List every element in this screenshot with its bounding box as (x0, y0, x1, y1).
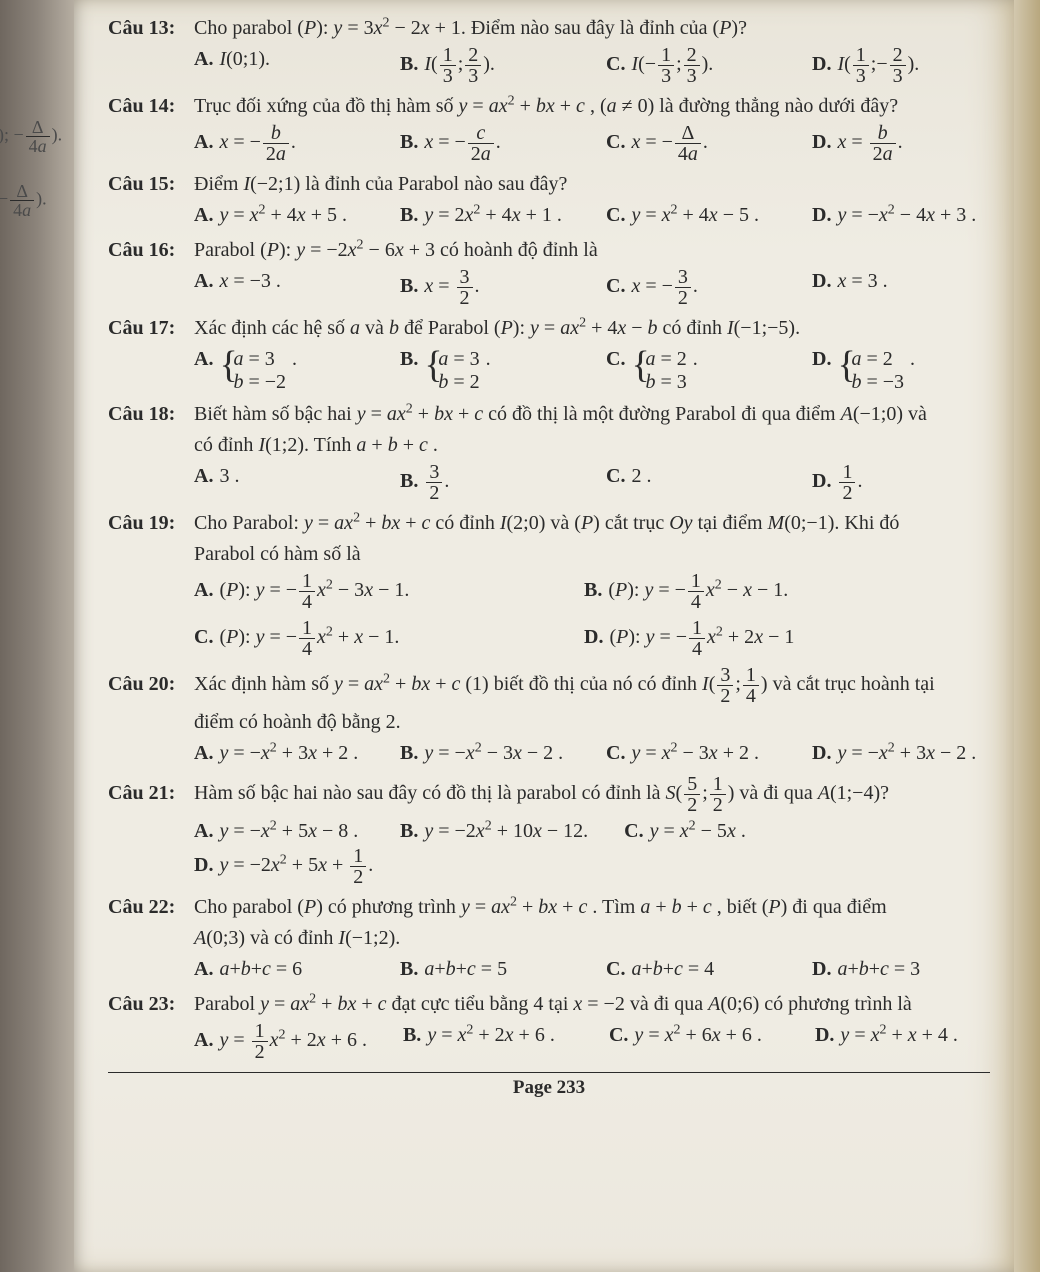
q13-label: Câu 13: (108, 14, 184, 43)
q22-opt-c: C. a+b+c = 4 (606, 955, 776, 984)
q19-opt-a: A. (P): y = −14x2 − 3x − 1. (194, 571, 524, 612)
q23-opt-b: B. y = x2 + 2x + 6 . (403, 1021, 573, 1062)
q22-text2: A(0;3) và có đỉnh I(−1;2). (108, 924, 990, 953)
q21-label: Câu 21: (108, 779, 184, 808)
q18-label: Câu 18: (108, 400, 184, 429)
q18-text: Biết hàm số bậc hai y = ax2 + bx + c có … (194, 400, 927, 429)
q15-opt-b: B. y = 2x2 + 4x + 1 . (400, 201, 570, 230)
q18-text2: có đỉnh I(1;2). Tính a + b + c . (108, 431, 990, 460)
q14-text: Trục đối xứng của đồ thị hàm số y = ax2 … (194, 92, 898, 121)
q17-opt-b: B. a = 3b = 2. (400, 345, 570, 394)
q20-text: Xác định hàm số y = ax2 + bx + c (1) biế… (194, 665, 935, 706)
question-21: Câu 21: Hàm số bậc hai nào sau đây có đồ… (108, 774, 990, 887)
q23-text: Parabol y = ax2 + bx + c đạt cực tiểu bằ… (194, 990, 912, 1019)
q19-opt-b: B. (P): y = −14x2 − x − 1. (584, 571, 914, 612)
q18-opt-d: D. 12. (812, 462, 982, 503)
q21-options: A. y = −x2 + 5x − 8 . B. y = −2x2 + 10x … (108, 817, 990, 887)
q23-options: A. y = 12x2 + 2x + 6 . B. y = x2 + 2x + … (108, 1021, 990, 1062)
q22-label: Câu 22: (108, 893, 184, 922)
question-22: Câu 22: Cho parabol (P) có phương trình … (108, 893, 990, 984)
page-number: Page 233 (108, 1072, 990, 1099)
q16-options: A. x = −3 . B. x = 32. C. x = −32. D. x … (108, 267, 990, 308)
q13-text: Cho parabol (P): y = 3x2 − 2x + 1. Điểm … (194, 14, 747, 43)
question-14: Câu 14: Trục đối xứng của đồ thị hàm số … (108, 92, 990, 164)
q14-opt-a: A. x = −b2a. (194, 123, 364, 164)
q13-opt-b: B. I(13;23). (400, 45, 570, 86)
q20-opt-d: D. y = −x2 + 3x − 2 . (812, 739, 982, 768)
q15-opt-d: D. y = −x2 − 4x + 3 . (812, 201, 982, 230)
q22-opt-a: A. a+b+c = 6 (194, 955, 364, 984)
margin-note-2: −Δ4a). (0, 182, 70, 219)
q13-options: A. I(0;1). B. I(13;23). C. I(−13;23). D.… (108, 45, 990, 86)
q19-text: Cho Parabol: y = ax2 + bx + c có đỉnh I(… (194, 509, 899, 538)
q16-opt-b: B. x = 32. (400, 267, 570, 308)
q15-label: Câu 15: (108, 170, 184, 199)
q21-opt-a: A. y = −x2 + 5x − 8 . (194, 817, 364, 846)
q20-opt-b: B. y = −x2 − 3x − 2 . (400, 739, 570, 768)
q14-opt-d: D. x = b2a. (812, 123, 982, 164)
q20-text2: điểm có hoành độ bằng 2. (108, 708, 990, 737)
q20-options: A. y = −x2 + 3x + 2 . B. y = −x2 − 3x − … (108, 739, 990, 768)
q16-opt-a: A. x = −3 . (194, 267, 364, 308)
q14-options: A. x = −b2a. B. x = −c2a. C. x = −Δ4a. D… (108, 123, 990, 164)
q16-label: Câu 16: (108, 236, 184, 265)
q23-opt-d: D. y = x2 + x + 4 . (815, 1021, 985, 1062)
q17-options: A. a = 3b = −2. B. a = 3b = 2. C. a = 2b… (108, 345, 990, 394)
q22-opt-d: D. a+b+c = 3 (812, 955, 982, 984)
q18-opt-b: B. 32. (400, 462, 570, 503)
q19-opt-c: C. (P): y = −14x2 + x − 1. (194, 618, 524, 659)
question-20: Câu 20: Xác định hàm số y = ax2 + bx + c… (108, 665, 990, 768)
q18-options: A. 3 . B. 32. C. 2 . D. 12. (108, 462, 990, 503)
q23-opt-c: C. y = x2 + 6x + 6 . (609, 1021, 779, 1062)
q13-opt-c: C. I(−13;23). (606, 45, 776, 86)
q20-opt-c: C. y = x2 − 3x + 2 . (606, 739, 776, 768)
q15-text: Điểm I(−2;1) là đỉnh của Parabol nào sau… (194, 170, 567, 199)
q18-opt-c: C. 2 . (606, 462, 776, 503)
q15-opt-c: C. y = x2 + 4x − 5 . (606, 201, 776, 230)
q22-opt-b: B. a+b+c = 5 (400, 955, 570, 984)
q20-label: Câu 20: (108, 670, 184, 699)
q21-opt-b: B. y = −2x2 + 10x − 12. (400, 817, 588, 846)
q19-opt-d: D. (P): y = −14x2 + 2x − 1 (584, 618, 914, 659)
margin-note-1: ); −Δ4a). (0, 118, 70, 155)
q21-opt-d: D. y = −2x2 + 5x + 12. (194, 846, 373, 887)
q16-opt-c: C. x = −32. (606, 267, 776, 308)
q14-label: Câu 14: (108, 92, 184, 121)
q21-text: Hàm số bậc hai nào sau đây có đồ thị là … (194, 774, 889, 815)
q21-opt-c: C. y = x2 − 5x . (624, 817, 794, 846)
q14-opt-c: C. x = −Δ4a. (606, 123, 776, 164)
page-body: Câu 13: Cho parabol (P): y = 3x2 − 2x + … (74, 0, 1014, 1272)
q19-text2: Parabol có hàm số là (108, 540, 990, 569)
q15-options: A. y = x2 + 4x + 5 . B. y = 2x2 + 4x + 1… (108, 201, 990, 230)
q22-text: Cho parabol (P) có phương trình y = ax2 … (194, 893, 887, 922)
q19-label: Câu 19: (108, 509, 184, 538)
q16-text: Parabol (P): y = −2x2 − 6x + 3 có hoành … (194, 236, 598, 265)
q16-opt-d: D. x = 3 . (812, 267, 982, 308)
q17-label: Câu 17: (108, 314, 184, 343)
q17-text: Xác định các hệ số a và b để Parabol (P)… (194, 314, 800, 343)
q14-opt-b: B. x = −c2a. (400, 123, 570, 164)
question-19: Câu 19: Cho Parabol: y = ax2 + bx + c có… (108, 509, 990, 659)
q17-opt-d: D. a = 2b = −3. (812, 345, 982, 394)
q13-opt-d: D. I(13;−23). (812, 45, 982, 86)
question-13: Câu 13: Cho parabol (P): y = 3x2 − 2x + … (108, 14, 990, 86)
q17-opt-c: C. a = 2b = 3. (606, 345, 776, 394)
question-23: Câu 23: Parabol y = ax2 + bx + c đạt cực… (108, 990, 990, 1062)
q15-opt-a: A. y = x2 + 4x + 5 . (194, 201, 364, 230)
exam-page-scan: ); −Δ4a). −Δ4a). Câu 13: Cho parabol (P)… (0, 0, 1040, 1272)
question-17: Câu 17: Xác định các hệ số a và b để Par… (108, 314, 990, 394)
q17-opt-a: A. a = 3b = −2. (194, 345, 364, 394)
q23-opt-a: A. y = 12x2 + 2x + 6 . (194, 1021, 367, 1062)
q20-opt-a: A. y = −x2 + 3x + 2 . (194, 739, 364, 768)
q19-options: A. (P): y = −14x2 − 3x − 1. B. (P): y = … (108, 571, 990, 659)
q23-label: Câu 23: (108, 990, 184, 1019)
q22-options: A. a+b+c = 6 B. a+b+c = 5 C. a+b+c = 4 D… (108, 955, 990, 984)
question-15: Câu 15: Điểm I(−2;1) là đỉnh của Parabol… (108, 170, 990, 230)
question-16: Câu 16: Parabol (P): y = −2x2 − 6x + 3 c… (108, 236, 990, 308)
q18-opt-a: A. 3 . (194, 462, 364, 503)
q13-opt-a: A. I(0;1). (194, 45, 364, 86)
question-18: Câu 18: Biết hàm số bậc hai y = ax2 + bx… (108, 400, 990, 503)
